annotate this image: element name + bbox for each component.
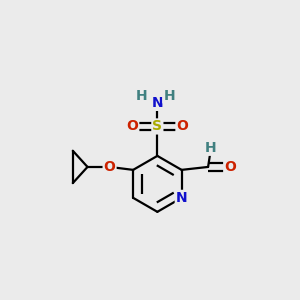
Text: H: H (205, 141, 217, 155)
Text: O: O (126, 119, 138, 134)
Text: O: O (224, 160, 236, 174)
Text: H: H (163, 88, 175, 103)
Text: N: N (152, 96, 163, 110)
Text: N: N (176, 191, 188, 205)
Text: H: H (135, 88, 147, 103)
Text: O: O (176, 119, 188, 134)
Text: O: O (103, 160, 116, 174)
Text: S: S (152, 119, 162, 134)
